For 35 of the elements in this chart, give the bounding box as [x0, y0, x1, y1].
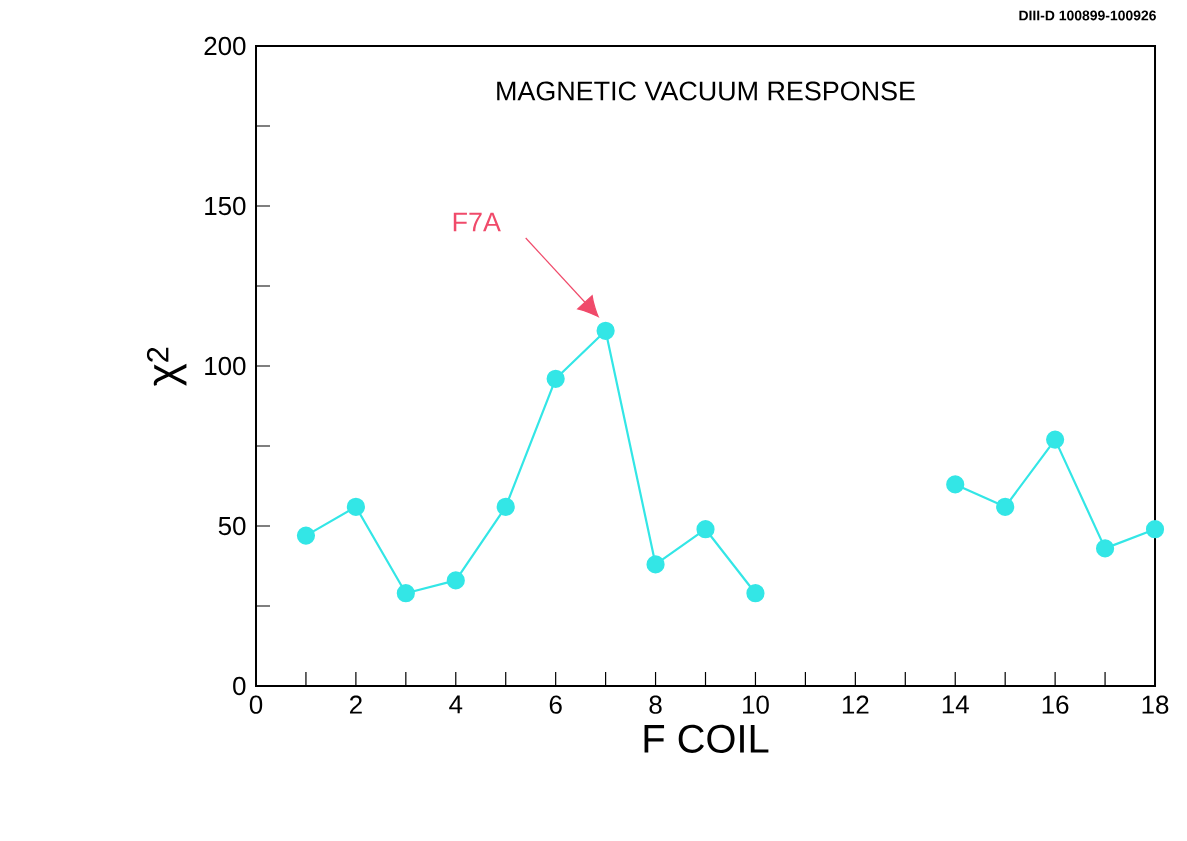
point: [646, 555, 665, 574]
y-tick-label: 150: [205, 196, 246, 216]
text: DIII-D 100899-100926: [1019, 10, 1156, 21]
point: [996, 497, 1015, 516]
x-tick-label: 16: [1042, 695, 1069, 714]
y-axis-title: χ$^{2}$: [146, 347, 187, 386]
x-tick-label: 10: [743, 695, 769, 714]
y-tick-label: 100: [205, 356, 246, 376]
x-tick-label: 12: [842, 695, 869, 714]
point: [946, 475, 965, 494]
point: [1046, 430, 1065, 449]
x-tick-label: 2: [349, 695, 362, 714]
x-tick-label: 4: [449, 695, 463, 714]
x-tick-label: 0: [249, 695, 263, 714]
text: MAGNETIC VACUUM RESPONSE: [497, 81, 915, 101]
point: [346, 497, 365, 516]
x-tick-label: 6: [549, 695, 562, 714]
point: [296, 526, 316, 545]
x-axis-title: F COIL: [644, 724, 769, 753]
point: [396, 584, 415, 603]
point: [596, 321, 615, 340]
point: [696, 520, 715, 539]
point: [496, 497, 515, 516]
x-tick-label: 8: [649, 695, 662, 714]
point: [446, 571, 465, 590]
annotation: F7A: [453, 212, 501, 232]
point: [1145, 520, 1165, 539]
x-tick-label: 18: [1142, 695, 1169, 714]
point: [746, 584, 765, 603]
x-tick-label: 14: [942, 695, 969, 714]
point: [546, 369, 565, 388]
y-tick-label: 0: [233, 676, 246, 696]
point: [1095, 539, 1115, 558]
y-tick-label: 50: [218, 516, 246, 536]
y-tick-label: 200: [204, 36, 246, 56]
